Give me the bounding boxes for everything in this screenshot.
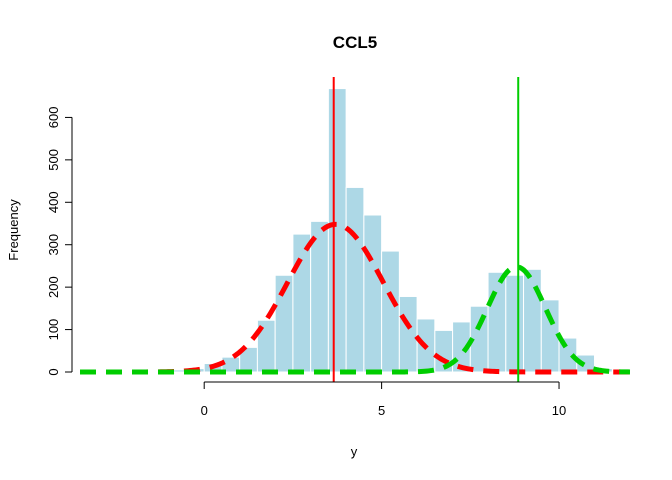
histogram-bar <box>487 271 507 373</box>
green-density-curve <box>80 264 631 375</box>
histogram-bar <box>505 274 525 373</box>
histogram-bar <box>363 214 383 373</box>
y-tick-label: 600 <box>46 107 61 129</box>
histogram-bar <box>523 268 542 373</box>
y-tick-label: 500 <box>46 149 61 171</box>
y-tick-label: 200 <box>46 276 61 298</box>
histogram-bar <box>381 250 400 373</box>
density-curves <box>80 221 631 375</box>
histogram-bar <box>292 233 312 373</box>
y-tick-label: 400 <box>46 191 61 213</box>
x-axis: 0 5 10 <box>201 381 566 418</box>
histogram-bar <box>327 88 347 373</box>
y-axis-title: Frequency <box>6 199 21 261</box>
histogram-bar <box>398 295 418 373</box>
y-tick-label: 300 <box>46 234 61 256</box>
y-tick-label: 0 <box>46 368 61 375</box>
histogram-bar <box>345 186 365 373</box>
mean-lines <box>332 77 520 382</box>
x-axis-title: y <box>351 444 358 459</box>
x-tick-label: 5 <box>378 403 385 418</box>
x-tick-label: 10 <box>552 403 566 418</box>
histogram-bar <box>576 354 596 373</box>
x-tick-label: 0 <box>201 403 208 418</box>
y-axis: 0 100 200 300 400 500 600 <box>46 107 73 376</box>
y-tick-label: 100 <box>46 319 61 341</box>
chart-title: CCL5 <box>333 33 377 52</box>
histogram-bars <box>150 88 613 373</box>
histogram-bar <box>310 220 329 373</box>
